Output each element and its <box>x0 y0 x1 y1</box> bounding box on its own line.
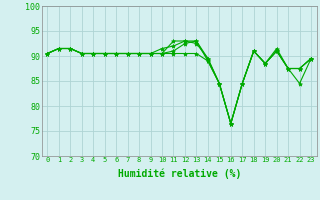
X-axis label: Humidité relative (%): Humidité relative (%) <box>117 169 241 179</box>
